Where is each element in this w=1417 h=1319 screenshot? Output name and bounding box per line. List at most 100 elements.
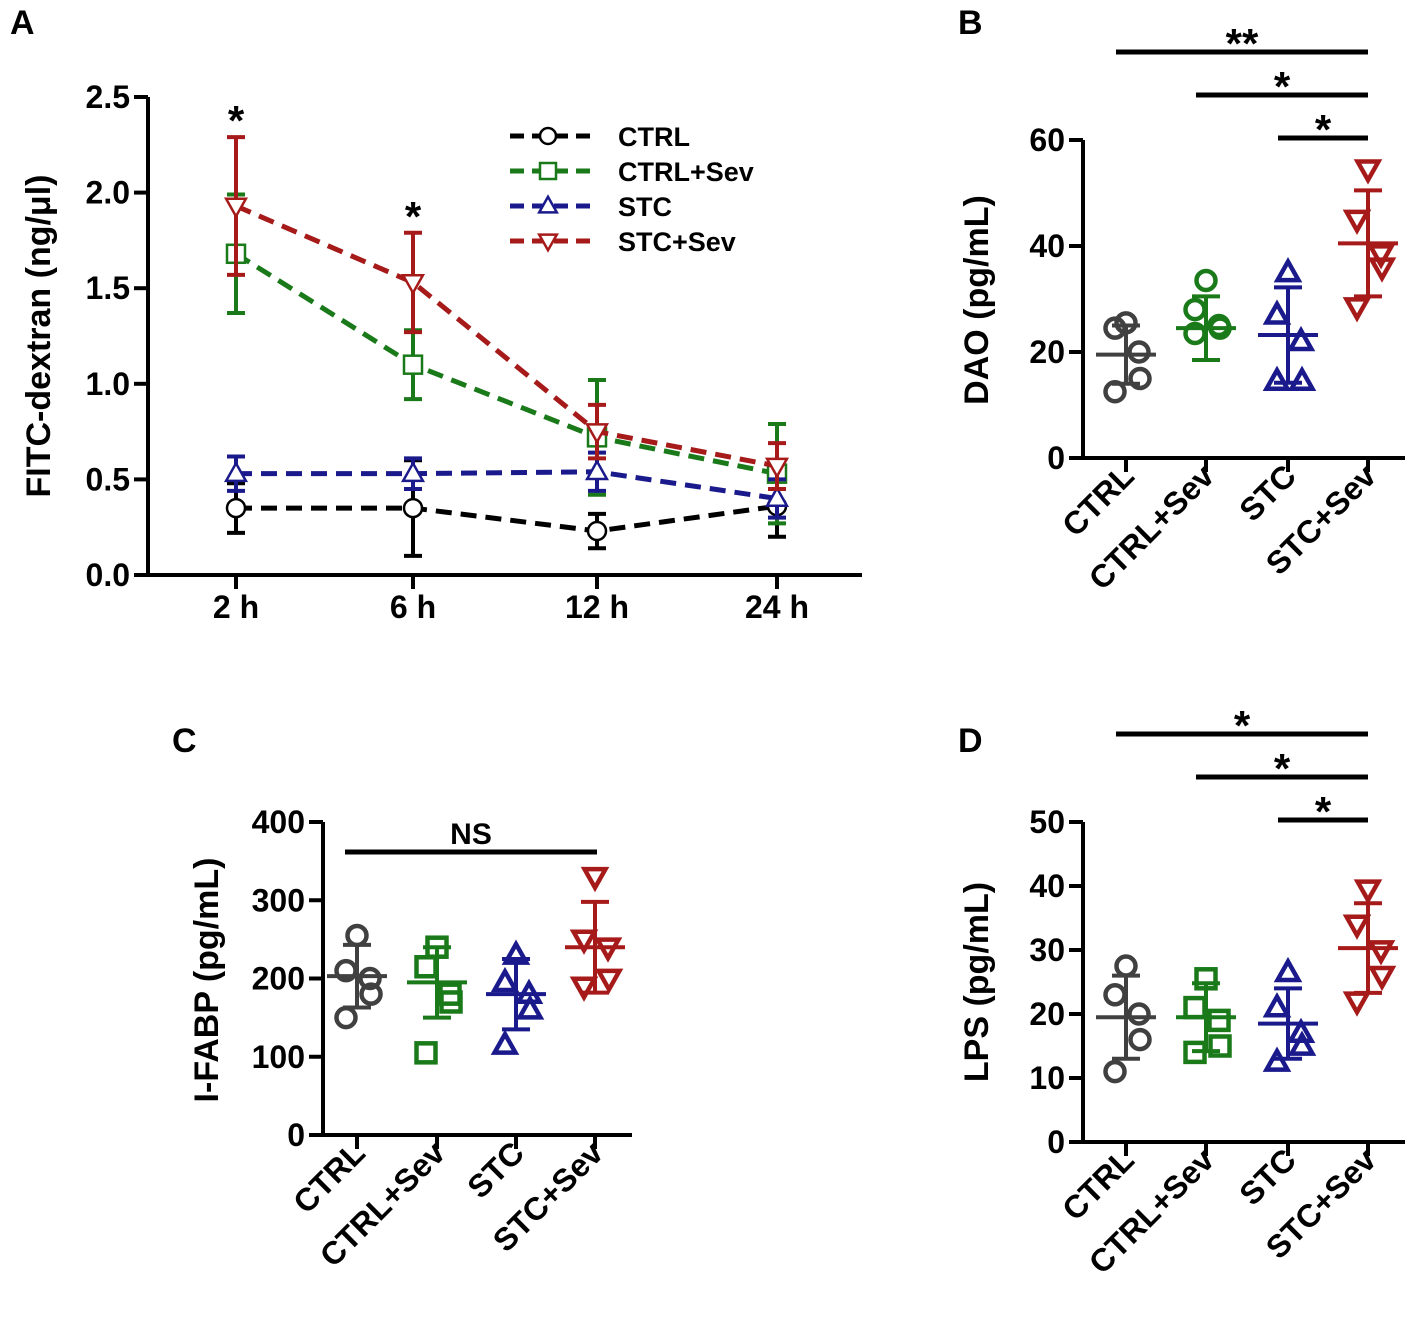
y-axis-title: FITC-dextran (ng/μl) — [20, 175, 58, 498]
data-point — [569, 976, 599, 1002]
panel-letter: C — [172, 722, 197, 760]
x-tick-label: 2 h — [213, 589, 259, 625]
y-tick-label: 1.0 — [86, 366, 130, 402]
y-axis-title: DAO (pg/mL) — [958, 195, 996, 405]
data-point — [223, 197, 249, 219]
data-point — [1128, 1027, 1152, 1052]
y-tick-label: 40 — [1029, 228, 1065, 264]
data-point — [515, 994, 545, 1020]
significance-label: ** — [1226, 20, 1259, 67]
data-point — [764, 457, 790, 479]
data-point — [1342, 297, 1372, 323]
x-tick-label: STC — [1232, 457, 1303, 528]
data-point — [490, 1029, 520, 1055]
data-point — [1114, 954, 1138, 978]
y-tick-label: 300 — [252, 882, 305, 918]
data-point — [586, 520, 608, 542]
significance-marker: * — [228, 97, 245, 144]
legend-label: CTRL — [618, 122, 690, 152]
y-tick-label: 0 — [1047, 440, 1065, 476]
significance-label: NS — [450, 818, 492, 851]
series-line-ctrl-sev — [234, 251, 778, 477]
data-point — [358, 966, 382, 991]
y-tick-label: 60 — [1029, 122, 1065, 158]
data-point — [1273, 256, 1303, 283]
y-tick-label: 20 — [1029, 334, 1065, 370]
series-line-stc — [236, 469, 778, 501]
data-point — [1286, 325, 1316, 352]
y-tick-label: 20 — [1029, 996, 1065, 1032]
data-point — [414, 955, 438, 979]
data-point — [1366, 940, 1396, 966]
legend-label: STC+Sev — [618, 227, 736, 257]
data-point — [584, 458, 610, 481]
panel-letter: D — [958, 722, 983, 760]
series-line-ctrl — [236, 503, 778, 534]
data-point — [1262, 992, 1292, 1018]
data-point — [569, 929, 599, 955]
x-tick-label: 6 h — [390, 589, 436, 625]
data-point — [334, 1005, 358, 1030]
x-tick-label: STC — [460, 1134, 531, 1205]
data-point — [400, 460, 426, 483]
data-point — [580, 866, 610, 893]
data-point — [1367, 965, 1397, 992]
data-point — [1353, 159, 1383, 185]
y-tick-label: 100 — [252, 1039, 305, 1075]
data-point — [764, 485, 790, 507]
data-point — [1342, 991, 1372, 1017]
data-point — [1128, 366, 1152, 391]
data-point — [584, 423, 610, 445]
data-point — [402, 497, 424, 519]
panel-letter: B — [958, 4, 983, 42]
x-tick-label: 24 h — [745, 589, 809, 625]
legend-label: CTRL+Sev — [618, 157, 754, 187]
legend-label: STC — [618, 192, 672, 222]
data-point — [225, 497, 247, 519]
data-point — [490, 966, 520, 993]
legend-marker — [538, 126, 558, 146]
data-point — [1353, 879, 1383, 905]
data-point — [414, 1041, 438, 1065]
data-point — [400, 274, 426, 296]
data-point — [1287, 365, 1317, 391]
data-point — [1287, 1030, 1317, 1056]
panel-letter: A — [10, 4, 35, 42]
data-point — [1342, 209, 1372, 236]
y-tick-label: 0.5 — [86, 461, 130, 497]
data-point — [1342, 914, 1372, 940]
data-point — [1183, 995, 1207, 1020]
data-point — [1262, 365, 1292, 391]
data-point — [345, 923, 369, 948]
y-axis-title: I-FABP (pg/mL) — [188, 858, 226, 1103]
data-point — [1103, 1059, 1127, 1084]
panel-a: A 0.0 0.5 1.0 1.5 2.0 2.5 FITC-dextran (ng/μl) 2… — [10, 4, 862, 625]
y-tick-label: 10 — [1029, 1060, 1065, 1096]
significance-label: * — [1234, 702, 1251, 749]
significance-label: * — [1315, 788, 1332, 835]
significance-label: * — [1315, 106, 1332, 153]
y-tick-label: 0 — [287, 1117, 305, 1153]
data-point — [402, 354, 424, 375]
significance-marker: * — [405, 193, 422, 240]
y-tick-label: 2.5 — [86, 79, 130, 115]
y-tick-label: 40 — [1029, 868, 1065, 904]
data-point — [438, 982, 462, 1006]
data-point — [223, 460, 249, 483]
data-point — [1127, 340, 1151, 364]
significance-label: * — [1274, 63, 1291, 110]
data-point — [359, 982, 383, 1006]
legend-marker — [538, 161, 558, 181]
y-tick-label: 0 — [1047, 1124, 1065, 1160]
data-point — [1286, 1017, 1316, 1044]
data-point — [1208, 1034, 1232, 1058]
y-tick-label: 50 — [1029, 804, 1065, 840]
data-point — [1207, 1008, 1231, 1033]
data-point — [1273, 956, 1303, 983]
y-tick-label: 0.0 — [86, 557, 130, 593]
x-tick-label: 12 h — [565, 589, 629, 625]
